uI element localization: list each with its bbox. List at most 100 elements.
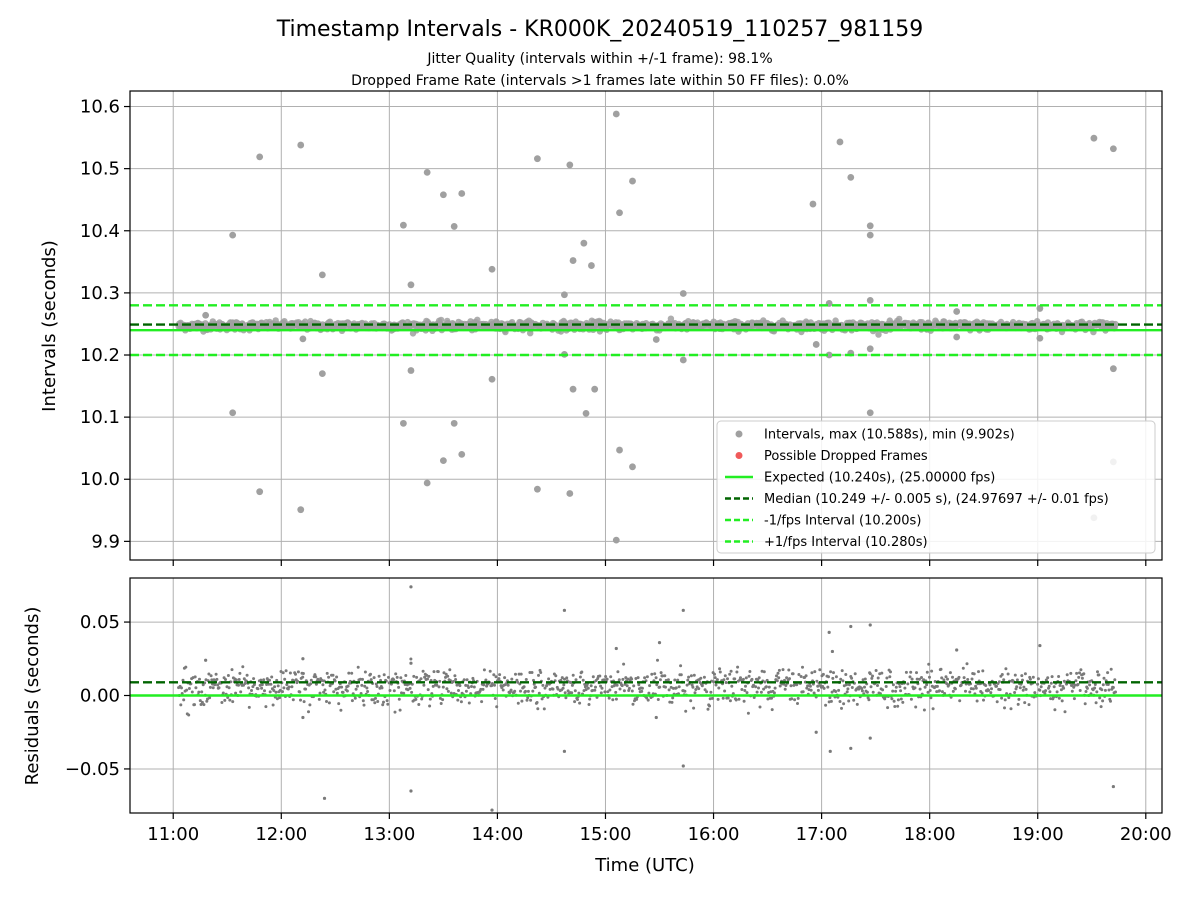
residual-point	[1109, 699, 1112, 703]
residual-point	[928, 675, 931, 679]
y-tick-label: 10.2	[80, 345, 120, 366]
residual-point	[953, 687, 957, 691]
residual-point	[674, 686, 678, 690]
x-axis-label: Time (UTC)	[594, 855, 695, 876]
residual-point	[530, 671, 534, 674]
residual-point	[513, 689, 517, 693]
residual-point	[645, 675, 649, 679]
residual-point	[1102, 676, 1106, 680]
interval-outlier	[580, 239, 588, 247]
residual-point	[492, 673, 496, 677]
residual-point	[773, 686, 777, 690]
residual-point	[850, 686, 854, 689]
residual-point	[537, 673, 540, 677]
residual-point	[227, 686, 231, 690]
residual-point	[457, 689, 460, 692]
residual-point	[376, 700, 380, 703]
residual-point	[531, 689, 535, 693]
residual-point	[482, 683, 486, 687]
residual-point	[480, 700, 484, 704]
residual-point	[822, 686, 826, 690]
residual-point	[714, 683, 718, 687]
residual-point	[806, 684, 810, 688]
residual-point	[1038, 688, 1042, 692]
residual-point	[374, 696, 377, 700]
residual-point	[252, 677, 256, 681]
residual-point	[228, 698, 232, 702]
residual-point	[272, 689, 276, 692]
residual-point	[510, 677, 514, 681]
residual-point	[602, 678, 606, 682]
residual-point	[290, 685, 294, 689]
residual-point	[1072, 697, 1076, 701]
residual-point	[448, 668, 452, 672]
residual-point	[1073, 683, 1077, 687]
residual-point	[755, 690, 759, 694]
residual-point	[296, 670, 300, 674]
residual-point	[578, 675, 582, 679]
residual-point	[656, 658, 659, 662]
residual-point	[271, 703, 275, 707]
residual-point	[216, 683, 220, 687]
residual-point	[493, 683, 496, 687]
residual-point	[497, 677, 501, 681]
residual-point	[997, 680, 1001, 684]
residual-point	[363, 684, 367, 688]
residual-outlier	[614, 646, 618, 651]
residual-point	[237, 683, 240, 687]
residual-outlier	[849, 746, 853, 750]
residual-point	[323, 688, 327, 692]
residual-point	[762, 670, 766, 674]
interval-outlier	[407, 367, 415, 374]
residual-point	[645, 696, 649, 700]
interval-outlier	[1109, 365, 1117, 373]
residual-point	[830, 690, 834, 694]
residual-outlier	[827, 630, 831, 634]
interval-outlier	[866, 345, 874, 353]
residual-point	[691, 685, 695, 689]
residual-point	[799, 675, 803, 678]
y-tick-label: 10.4	[80, 221, 120, 242]
interval-outlier	[533, 155, 541, 163]
residual-point	[942, 678, 946, 682]
legend: Intervals, max (10.588s), min (9.902s) Po…	[716, 420, 1156, 554]
residual-point	[1003, 706, 1006, 710]
residual-point	[503, 676, 507, 680]
x-tick-label: 17:00	[796, 824, 848, 845]
residual-point	[962, 676, 966, 680]
residual-point	[1043, 691, 1047, 695]
residual-point	[524, 678, 528, 681]
residual-point	[808, 684, 812, 688]
residual-point	[288, 671, 292, 675]
residual-point	[718, 667, 722, 671]
residual-point	[824, 703, 828, 707]
residual-point	[813, 670, 817, 674]
residual-point	[536, 707, 540, 711]
residual-point	[871, 690, 875, 694]
residual-point	[565, 676, 569, 680]
residual-point	[422, 683, 426, 687]
interval-outlier	[450, 223, 458, 230]
residual-point	[327, 701, 331, 705]
residual-point	[1096, 670, 1099, 674]
residual-point	[566, 689, 570, 693]
residual-point	[1022, 685, 1026, 689]
residual-point	[777, 676, 781, 680]
residual-point	[245, 673, 249, 677]
chart-title: Timestamp Intervals - KR000K_20240519_11…	[276, 17, 924, 42]
residual-point	[828, 696, 832, 700]
residual-point	[270, 675, 274, 679]
residual-point	[737, 697, 741, 701]
residual-point	[926, 690, 930, 694]
residual-point	[333, 679, 337, 683]
residual-point	[940, 676, 944, 680]
residual-point	[791, 672, 795, 676]
residual-point	[1078, 671, 1081, 675]
interval-outlier	[569, 385, 577, 393]
residual-point	[1021, 688, 1025, 692]
residual-point	[580, 670, 584, 674]
residual-point	[845, 690, 849, 694]
residual-point	[689, 699, 693, 703]
interval-outlier	[866, 296, 874, 304]
residual-point	[770, 696, 773, 700]
